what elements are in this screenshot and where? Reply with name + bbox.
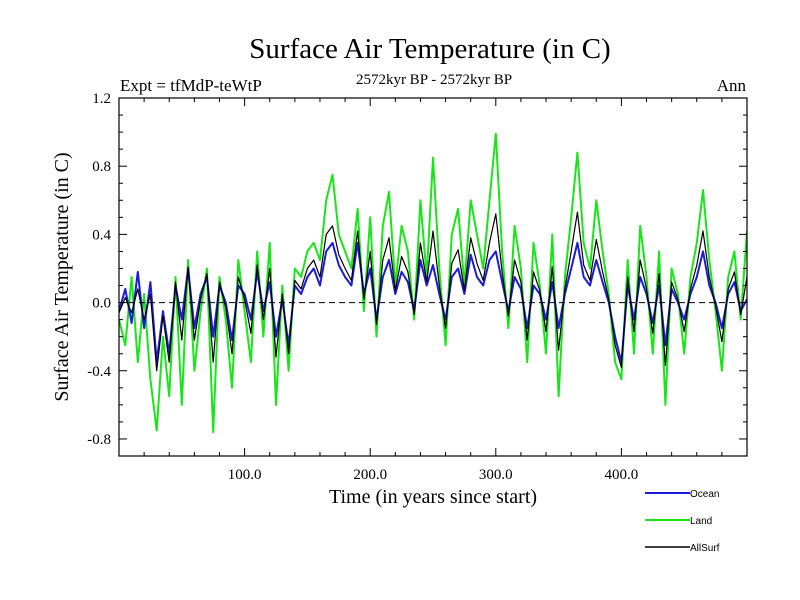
legend-label-land: Land bbox=[690, 516, 712, 527]
y-tick-label: 0.0 bbox=[92, 296, 111, 312]
x-tick-label: 300.0 bbox=[479, 467, 513, 483]
chart-title: Surface Air Temperature (in C) bbox=[249, 33, 610, 65]
x-tick-label: 100.0 bbox=[228, 467, 262, 483]
legend: Ocean Land AllSurf bbox=[645, 489, 720, 554]
y-axis-label: Surface Air Temperature (in C) bbox=[51, 152, 73, 401]
x-tick-label: 400.0 bbox=[605, 467, 639, 483]
y-tick-label: -0.4 bbox=[87, 364, 111, 380]
season-label: Ann bbox=[717, 76, 747, 95]
legend-label-allsurf: AllSurf bbox=[690, 543, 720, 554]
x-tick-label: 200.0 bbox=[353, 467, 387, 483]
y-tick-label: -0.8 bbox=[87, 432, 111, 448]
x-axis-label: Time (in years since start) bbox=[329, 486, 537, 508]
y-tick-label: 0.4 bbox=[92, 227, 111, 243]
series-line-land bbox=[119, 132, 747, 434]
ticks-layer: 100.0 200.0 300.0 400.0 -0.8 -0.4 0.0 0.4 0.8 1.2 bbox=[87, 91, 747, 483]
period-label: 2572kyr BP - 2572kyr BP bbox=[356, 72, 512, 88]
series-layer bbox=[119, 132, 747, 434]
experiment-label: Expt = tfMdP-teWtP bbox=[120, 76, 262, 95]
y-tick-label: 1.2 bbox=[92, 91, 111, 107]
plot-frame bbox=[118, 97, 748, 457]
series-line-allsurf bbox=[119, 211, 747, 372]
y-tick-label: 0.8 bbox=[92, 159, 111, 175]
legend-label-ocean: Ocean bbox=[690, 489, 719, 500]
